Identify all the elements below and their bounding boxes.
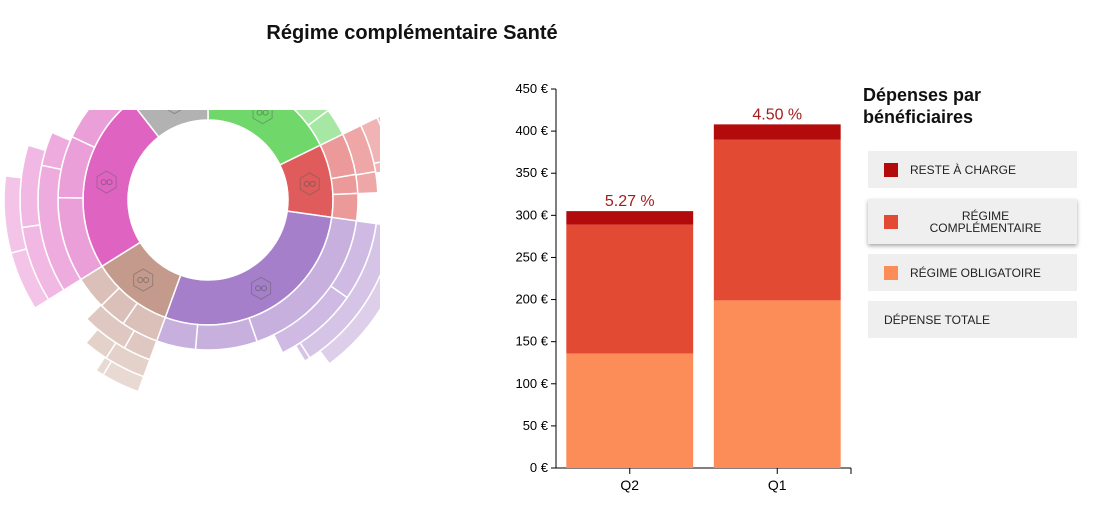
y-tick-label: 300 € [515, 207, 548, 222]
bar-segment-q1[interactable] [713, 124, 841, 140]
glasses-icon [261, 285, 268, 292]
segment-hexagon-icon [299, 172, 320, 196]
x-tick-label: Q1 [768, 477, 787, 493]
sunburst-chart [3, 110, 380, 393]
y-tick-label: 100 € [515, 376, 548, 391]
glasses-icon [106, 179, 113, 186]
sunburst-outer-segment[interactable] [84, 328, 117, 360]
sunburst-inner-segment[interactable] [131, 110, 209, 139]
y-tick-label: 200 € [515, 292, 548, 307]
sunburst-outer-segment[interactable] [355, 170, 379, 195]
y-tick-label: 250 € [515, 249, 548, 264]
y-tick-label: 350 € [515, 165, 548, 180]
sunburst-outer-segment[interactable] [318, 226, 380, 366]
segment-hexagon-icon [96, 170, 117, 194]
legend-label-depense-totale: DÉPENSE TOTALE [884, 312, 991, 327]
segment-hexagon-icon [252, 110, 273, 125]
y-tick-label: 400 € [515, 123, 548, 138]
y-tick-label: 0 € [530, 460, 549, 475]
y-tick-label: 450 € [515, 81, 548, 96]
legend-label-reste-a-charge: RESTE À CHARGE [910, 162, 1017, 177]
glasses-icon [256, 110, 263, 116]
legend-item-regime-complementaire[interactable]: RÉGIME COMPLÉMENTAIRE [868, 199, 1077, 244]
glasses-icon [309, 180, 316, 187]
legend-item-regime-obligatoire[interactable]: RÉGIME OBLIGATOIRE [868, 254, 1077, 291]
segment-hexagon-icon [133, 268, 154, 292]
bar-segment-q1[interactable] [713, 139, 841, 301]
legend-swatch-reste-a-charge [884, 162, 898, 177]
sunburst-outer-segment[interactable] [373, 160, 380, 175]
bar-segment-q2[interactable] [566, 224, 694, 354]
legend-item-depense-totale[interactable]: DÉPENSE TOTALE [868, 301, 1077, 338]
legend-label-regime-obligatoire: RÉGIME OBLIGATOIRE [910, 265, 1041, 280]
x-tick-label: Q2 [620, 477, 639, 493]
sunburst-outer-segment[interactable] [375, 111, 380, 168]
bar-percent-label: 4.50 % [752, 106, 802, 123]
sunburst-outer-segment[interactable] [294, 341, 311, 363]
glasses-icon [255, 285, 262, 292]
sunburst-outer-segment[interactable] [3, 174, 28, 254]
bar-percent-label: 5.27 % [605, 193, 655, 210]
sunburst-outer-segment[interactable] [71, 110, 131, 149]
chart-title: Régime complémentaire Santé [266, 22, 558, 44]
glasses-icon [303, 180, 310, 187]
y-tick-label: 50 € [523, 418, 549, 433]
bar-segment-q2[interactable] [566, 353, 694, 468]
legend-label-regime-complementaire: RÉGIME COMPLÉMENTAIRE [929, 208, 1042, 235]
sunburst-outer-segment[interactable] [94, 356, 113, 377]
bar-segment-q1[interactable] [713, 300, 841, 468]
glasses-icon [137, 277, 144, 284]
legend-swatch-regime-complementaire [884, 214, 898, 229]
segment-hexagon-icon [251, 276, 272, 300]
glasses-icon [262, 110, 269, 116]
legend-swatch-regime-obligatoire [884, 265, 898, 280]
legend-item-reste-a-charge[interactable]: RESTE À CHARGE [868, 151, 1077, 188]
legend-title: Dépenses par bénéficiaires [863, 85, 982, 127]
bar-segment-q2[interactable] [566, 211, 694, 225]
glasses-icon [100, 179, 107, 186]
glasses-icon [143, 277, 150, 284]
y-tick-label: 150 € [515, 334, 548, 349]
